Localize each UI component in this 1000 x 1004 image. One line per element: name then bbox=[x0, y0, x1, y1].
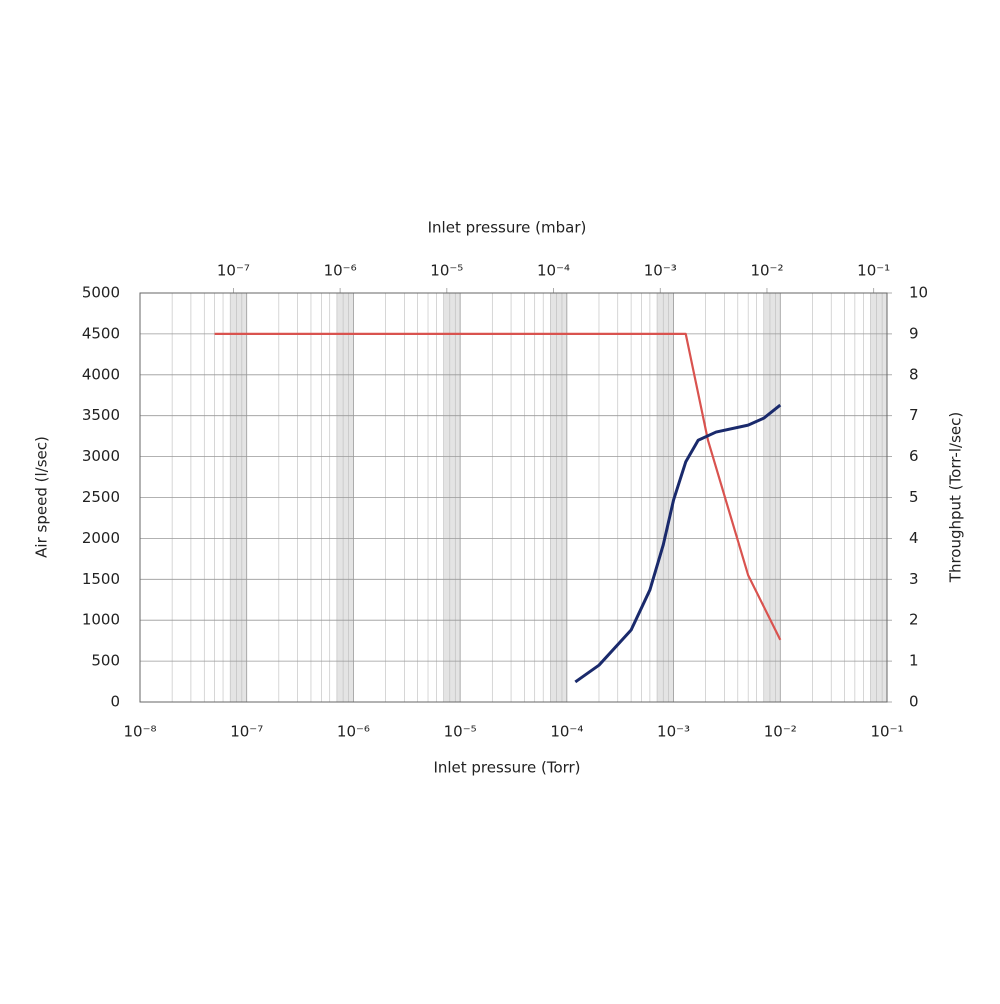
y-tick-label: 500 bbox=[91, 652, 120, 670]
x-tick-label: 10⁻⁷ bbox=[230, 723, 263, 741]
y-tick-label: 1500 bbox=[82, 570, 120, 588]
series-line bbox=[574, 403, 782, 684]
y2-tick-label: 1 bbox=[909, 652, 919, 670]
x-tick-label: 10⁻² bbox=[764, 723, 797, 741]
y2-tick-label: 3 bbox=[909, 570, 919, 588]
x2-tick-label: 10⁻⁵ bbox=[430, 262, 463, 280]
y2-axis-title: Throughput (Torr-l/sec) bbox=[947, 412, 965, 583]
x2-tick-label: 10⁻³ bbox=[644, 262, 677, 280]
y-tick-label: 3000 bbox=[82, 447, 120, 465]
x-tick-label: 10⁻⁸ bbox=[123, 723, 156, 741]
y2-tick-label: 4 bbox=[909, 529, 919, 547]
y-tick-label: 2500 bbox=[82, 488, 120, 506]
x-axis-title: Inlet pressure (Torr) bbox=[433, 759, 580, 777]
y-axis-title: Air speed (l/sec) bbox=[33, 436, 51, 558]
y-tick-label: 4500 bbox=[82, 324, 120, 342]
x2-axis-title: Inlet pressure (mbar) bbox=[428, 219, 587, 237]
y-tick-label: 3500 bbox=[82, 406, 120, 424]
y2-tick-label: 10 bbox=[909, 284, 928, 302]
x-tick-label: 10⁻⁶ bbox=[337, 723, 370, 741]
x-tick-label: 10⁻¹ bbox=[870, 723, 903, 741]
x-tick-label: 10⁻³ bbox=[657, 723, 690, 741]
x2-tick-label: 10⁻¹ bbox=[857, 262, 890, 280]
x2-tick-label: 10⁻⁷ bbox=[217, 262, 250, 280]
y2-tick-label: 9 bbox=[909, 324, 919, 342]
x-tick-label: 10⁻⁴ bbox=[550, 723, 583, 741]
x2-tick-label: 10⁻⁴ bbox=[537, 262, 570, 280]
y-tick-label: 5000 bbox=[82, 284, 120, 302]
y-tick-label: 0 bbox=[110, 693, 120, 711]
y-tick-label: 4000 bbox=[82, 365, 120, 383]
y-tick-label: 2000 bbox=[82, 529, 120, 547]
y2-tick-label: 8 bbox=[909, 365, 919, 383]
series-line bbox=[214, 332, 782, 641]
x2-tick-label: 10⁻² bbox=[750, 262, 783, 280]
y2-tick-label: 7 bbox=[909, 406, 919, 424]
y2-tick-label: 0 bbox=[909, 693, 919, 711]
x-tick-label: 10⁻⁵ bbox=[444, 723, 477, 741]
y-tick-label: 1000 bbox=[82, 611, 120, 629]
x2-tick-label: 10⁻⁶ bbox=[324, 262, 357, 280]
y2-tick-label: 6 bbox=[909, 447, 919, 465]
y2-tick-label: 2 bbox=[909, 611, 919, 629]
plot-frame bbox=[139, 292, 888, 703]
y2-tick-label: 5 bbox=[909, 488, 919, 506]
